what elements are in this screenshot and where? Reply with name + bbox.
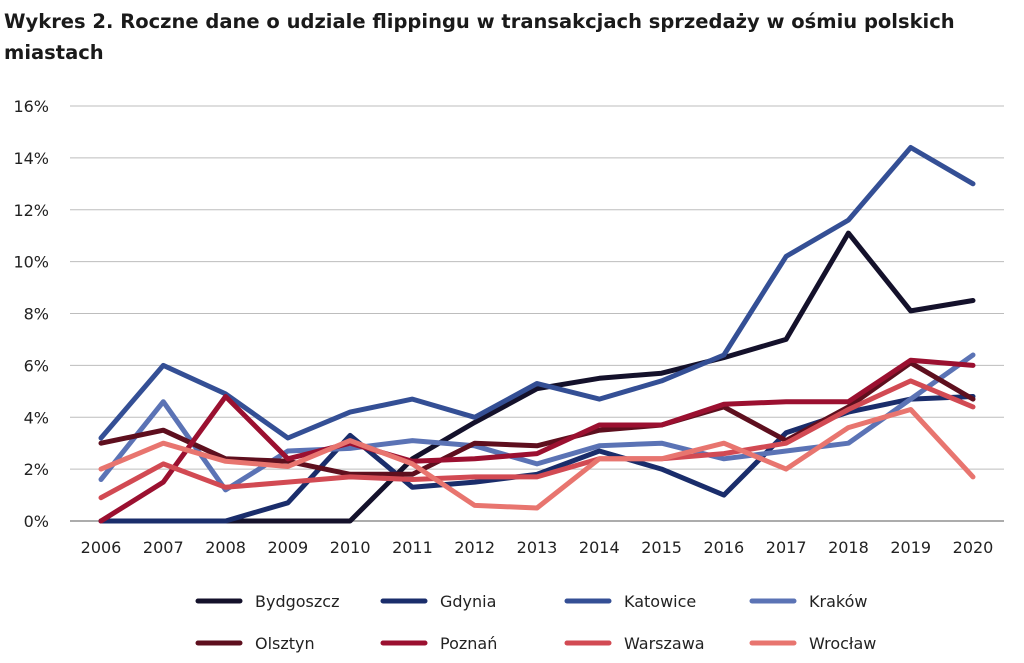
legend-label: Bydgoszcz [255,592,339,611]
y-tick-label: 10% [13,253,49,272]
x-tick-label: 2010 [330,538,371,557]
legend-label: Kraków [809,592,867,611]
x-tick-label: 2009 [267,538,308,557]
series-line-olsztyn [98,360,976,477]
x-tick-label: 2006 [81,538,122,557]
y-tick-label: 2% [24,460,49,479]
series-line-kraków [98,352,976,493]
y-tick-label: 0% [24,512,49,531]
series-line-poznań [98,357,976,524]
legend-label: Gdynia [440,592,496,611]
legend: Bydgoszcz Gdynia Katowice Kraków Olsztyn Pozn… [195,592,876,653]
x-axis-ticks: 2006 2007 2008 2009 2010 2011 2012 2013 2014 2015… [81,538,994,557]
x-tick-label: 2007 [143,538,184,557]
y-tick-label: 6% [24,356,49,375]
x-tick-label: 2013 [517,538,558,557]
x-tick-label: 2019 [890,538,931,557]
legend-label: Poznań [440,634,497,653]
x-tick-label: 2008 [205,538,246,557]
series-line-warszawa [98,378,976,501]
legend-label: Olsztyn [255,634,315,653]
x-tick-label: 2015 [641,538,682,557]
series-line-bydgoszcz [98,230,976,524]
series-line-katowice [98,145,976,441]
x-tick-label: 2011 [392,538,433,557]
y-axis-ticks: 0% 2% 4% 6% 8% 10% 12% 14% 16% [13,97,49,531]
x-tick-label: 2012 [454,538,495,557]
x-tick-label: 2020 [953,538,994,557]
y-tick-label: 16% [13,97,49,116]
gridlines [70,105,1004,522]
legend-label: Warszawa [624,634,705,653]
series-lines [98,145,976,524]
x-tick-label: 2016 [703,538,744,557]
x-tick-label: 2018 [828,538,869,557]
y-tick-label: 8% [24,305,49,324]
x-tick-label: 2017 [766,538,807,557]
y-tick-label: 4% [24,408,49,427]
series-line-wrocław [98,407,976,511]
legend-label: Katowice [624,592,696,611]
x-tick-label: 2014 [579,538,620,557]
y-tick-label: 14% [13,149,49,168]
y-tick-label: 12% [13,201,49,220]
chart-title: Wykres 2. Roczne dane o udziale flipping… [4,10,955,64]
legend-label: Wrocław [809,634,876,653]
